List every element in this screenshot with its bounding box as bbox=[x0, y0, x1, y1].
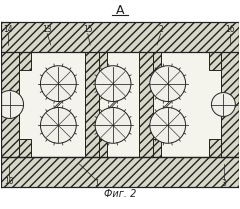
Polygon shape bbox=[62, 112, 70, 122]
Text: 3: 3 bbox=[221, 179, 226, 188]
Bar bbox=[139, 52, 153, 157]
Polygon shape bbox=[48, 95, 68, 114]
Circle shape bbox=[95, 66, 131, 102]
Text: A: A bbox=[116, 4, 124, 17]
Text: 16: 16 bbox=[225, 25, 234, 34]
Polygon shape bbox=[156, 87, 164, 97]
Bar bbox=[1, 52, 18, 157]
Text: 1: 1 bbox=[94, 179, 98, 188]
Polygon shape bbox=[158, 95, 178, 114]
Bar bbox=[18, 52, 30, 70]
Circle shape bbox=[95, 107, 131, 143]
Polygon shape bbox=[102, 87, 109, 97]
Text: 10: 10 bbox=[4, 177, 14, 186]
Circle shape bbox=[41, 107, 76, 143]
Bar bbox=[210, 52, 222, 70]
Circle shape bbox=[0, 90, 24, 119]
Bar bbox=[1, 22, 239, 52]
Bar bbox=[99, 139, 107, 157]
Text: Фиг. 2: Фиг. 2 bbox=[104, 189, 136, 199]
Circle shape bbox=[150, 107, 186, 143]
Circle shape bbox=[150, 66, 186, 102]
Text: 14: 14 bbox=[3, 25, 13, 34]
Bar bbox=[222, 52, 239, 157]
Bar bbox=[1, 52, 239, 157]
Bar bbox=[210, 139, 222, 157]
Bar bbox=[99, 52, 107, 70]
Text: 2: 2 bbox=[158, 25, 163, 34]
Text: 13: 13 bbox=[42, 25, 52, 34]
Polygon shape bbox=[47, 87, 55, 97]
Circle shape bbox=[41, 66, 76, 102]
Polygon shape bbox=[103, 95, 123, 114]
Bar bbox=[85, 52, 99, 157]
Bar bbox=[18, 139, 30, 157]
Text: 15: 15 bbox=[83, 25, 93, 34]
Bar bbox=[1, 157, 239, 187]
Circle shape bbox=[211, 93, 235, 116]
Bar bbox=[153, 139, 161, 157]
Bar bbox=[153, 52, 161, 70]
Polygon shape bbox=[171, 112, 179, 122]
Polygon shape bbox=[117, 112, 125, 122]
